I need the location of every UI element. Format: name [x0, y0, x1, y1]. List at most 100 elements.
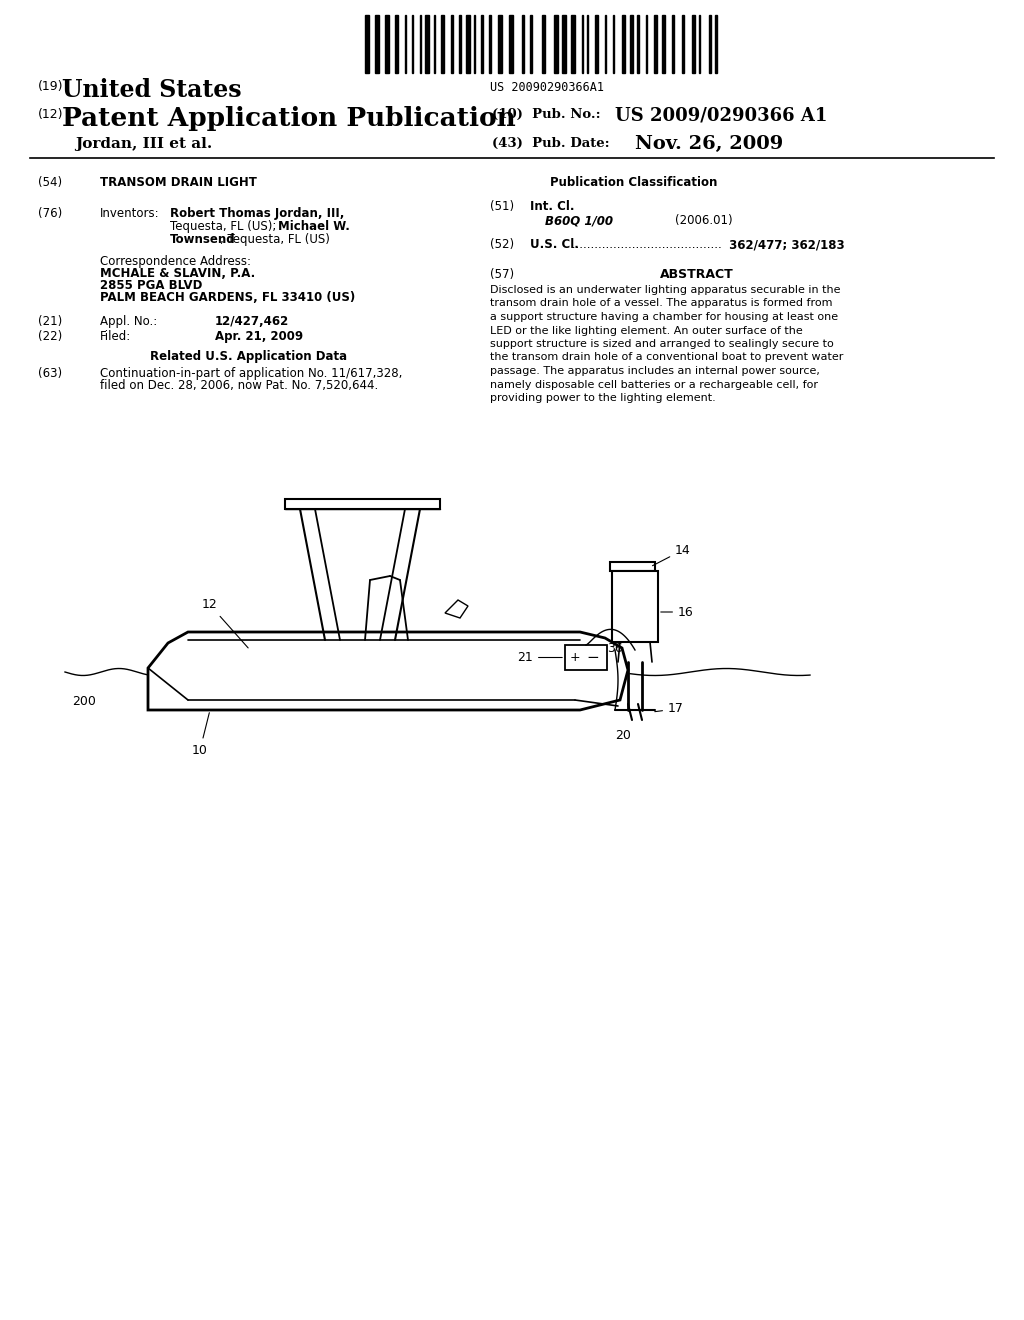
- Bar: [530, 15, 532, 73]
- Text: Jordan, III et al.: Jordan, III et al.: [75, 137, 212, 150]
- Text: Continuation-in-part of application No. 11/617,328,: Continuation-in-part of application No. …: [100, 367, 402, 380]
- Text: (76): (76): [38, 207, 62, 220]
- Text: (22): (22): [38, 330, 62, 343]
- Text: (12): (12): [38, 108, 63, 121]
- Text: Filed:: Filed:: [100, 330, 131, 343]
- Text: 36: 36: [607, 642, 623, 655]
- Bar: [509, 15, 513, 73]
- Text: (43)  Pub. Date:: (43) Pub. Date:: [492, 137, 609, 150]
- Text: TRANSOM DRAIN LIGHT: TRANSOM DRAIN LIGHT: [100, 176, 257, 189]
- Text: B60Q 1/00: B60Q 1/00: [545, 214, 613, 227]
- Text: Correspondence Address:: Correspondence Address:: [100, 255, 251, 268]
- Text: namely disposable cell batteries or a rechargeable cell, for: namely disposable cell batteries or a re…: [490, 380, 818, 389]
- Text: Robert Thomas Jordan, III,: Robert Thomas Jordan, III,: [170, 207, 344, 220]
- Text: Publication Classification: Publication Classification: [550, 176, 718, 189]
- Bar: [622, 15, 625, 73]
- Text: Nov. 26, 2009: Nov. 26, 2009: [635, 135, 783, 153]
- Text: (10)  Pub. No.:: (10) Pub. No.:: [492, 108, 601, 121]
- Text: Inventors:: Inventors:: [100, 207, 160, 220]
- Text: ........................................: ........................................: [568, 238, 722, 251]
- Bar: [375, 15, 379, 73]
- Bar: [595, 15, 598, 73]
- Bar: [630, 15, 633, 73]
- Text: , Tequesta, FL (US): , Tequesta, FL (US): [220, 234, 330, 246]
- Text: passage. The apparatus includes an internal power source,: passage. The apparatus includes an inter…: [490, 366, 820, 376]
- Text: (57): (57): [490, 268, 514, 281]
- Text: 12/427,462: 12/427,462: [215, 315, 289, 327]
- Text: LED or the like lighting element. An outer surface of the: LED or the like lighting element. An out…: [490, 326, 803, 335]
- Polygon shape: [612, 572, 658, 642]
- Bar: [637, 15, 639, 73]
- Text: Townsend: Townsend: [170, 234, 236, 246]
- Text: Apr. 21, 2009: Apr. 21, 2009: [215, 330, 303, 343]
- Text: Related U.S. Application Data: Related U.S. Application Data: [150, 350, 347, 363]
- Bar: [365, 15, 369, 73]
- Text: Tequesta, FL (US);: Tequesta, FL (US);: [170, 220, 281, 234]
- Text: United States: United States: [62, 78, 242, 102]
- Bar: [425, 15, 429, 73]
- Text: a support structure having a chamber for housing at least one: a support structure having a chamber for…: [490, 312, 838, 322]
- Text: (21): (21): [38, 315, 62, 327]
- Text: 14: 14: [652, 544, 691, 566]
- Bar: [571, 15, 575, 73]
- Text: ABSTRACT: ABSTRACT: [660, 268, 734, 281]
- Text: Disclosed is an underwater lighting apparatus securable in the: Disclosed is an underwater lighting appa…: [490, 285, 841, 294]
- Bar: [692, 15, 695, 73]
- Bar: [554, 15, 558, 73]
- Text: U.S. Cl.: U.S. Cl.: [530, 238, 579, 251]
- Text: (19): (19): [38, 81, 63, 92]
- Text: 17: 17: [654, 702, 684, 715]
- Bar: [466, 15, 470, 73]
- Text: 362/477; 362/183: 362/477; 362/183: [725, 238, 845, 251]
- Text: 10: 10: [193, 713, 209, 756]
- Text: Int. Cl.: Int. Cl.: [530, 201, 574, 213]
- Bar: [459, 15, 461, 73]
- Bar: [522, 15, 524, 73]
- Text: (51): (51): [490, 201, 514, 213]
- Text: (2006.01): (2006.01): [675, 214, 732, 227]
- Bar: [441, 15, 444, 73]
- Text: the transom drain hole of a conventional boat to prevent water: the transom drain hole of a conventional…: [490, 352, 844, 363]
- Text: 20: 20: [615, 729, 631, 742]
- Text: +: +: [569, 651, 581, 664]
- Polygon shape: [285, 499, 440, 510]
- Text: PALM BEACH GARDENS, FL 33410 (US): PALM BEACH GARDENS, FL 33410 (US): [100, 290, 355, 304]
- Text: (63): (63): [38, 367, 62, 380]
- Bar: [395, 15, 398, 73]
- Bar: [489, 15, 490, 73]
- Text: MCHALE & SLAVIN, P.A.: MCHALE & SLAVIN, P.A.: [100, 267, 255, 280]
- Bar: [562, 15, 566, 73]
- Text: Appl. No.:: Appl. No.:: [100, 315, 158, 327]
- Text: transom drain hole of a vessel. The apparatus is formed from: transom drain hole of a vessel. The appa…: [490, 298, 833, 309]
- Text: 12: 12: [202, 598, 248, 648]
- Text: Michael W.: Michael W.: [278, 220, 350, 234]
- Text: (52): (52): [490, 238, 514, 251]
- Text: 21: 21: [517, 651, 562, 664]
- Text: 200: 200: [72, 696, 96, 708]
- Text: providing power to the lighting element.: providing power to the lighting element.: [490, 393, 716, 403]
- Bar: [682, 15, 684, 73]
- Text: filed on Dec. 28, 2006, now Pat. No. 7,520,644.: filed on Dec. 28, 2006, now Pat. No. 7,5…: [100, 379, 378, 392]
- Polygon shape: [610, 562, 655, 572]
- Text: (54): (54): [38, 176, 62, 189]
- Bar: [654, 15, 657, 73]
- Bar: [565, 645, 607, 671]
- Text: 16: 16: [660, 606, 693, 619]
- Text: Patent Application Publication: Patent Application Publication: [62, 106, 516, 131]
- Bar: [385, 15, 389, 73]
- Text: 2855 PGA BLVD: 2855 PGA BLVD: [100, 279, 203, 292]
- Bar: [451, 15, 453, 73]
- Bar: [662, 15, 665, 73]
- Polygon shape: [148, 632, 628, 710]
- Text: −: −: [587, 649, 599, 665]
- Bar: [498, 15, 502, 73]
- Text: US 2009/0290366 A1: US 2009/0290366 A1: [615, 106, 827, 124]
- Text: US 20090290366A1: US 20090290366A1: [490, 81, 604, 94]
- Bar: [542, 15, 545, 73]
- Bar: [715, 15, 717, 73]
- Polygon shape: [445, 601, 468, 618]
- Text: support structure is sized and arranged to sealingly secure to: support structure is sized and arranged …: [490, 339, 834, 348]
- Bar: [672, 15, 674, 73]
- Bar: [481, 15, 483, 73]
- Bar: [709, 15, 711, 73]
